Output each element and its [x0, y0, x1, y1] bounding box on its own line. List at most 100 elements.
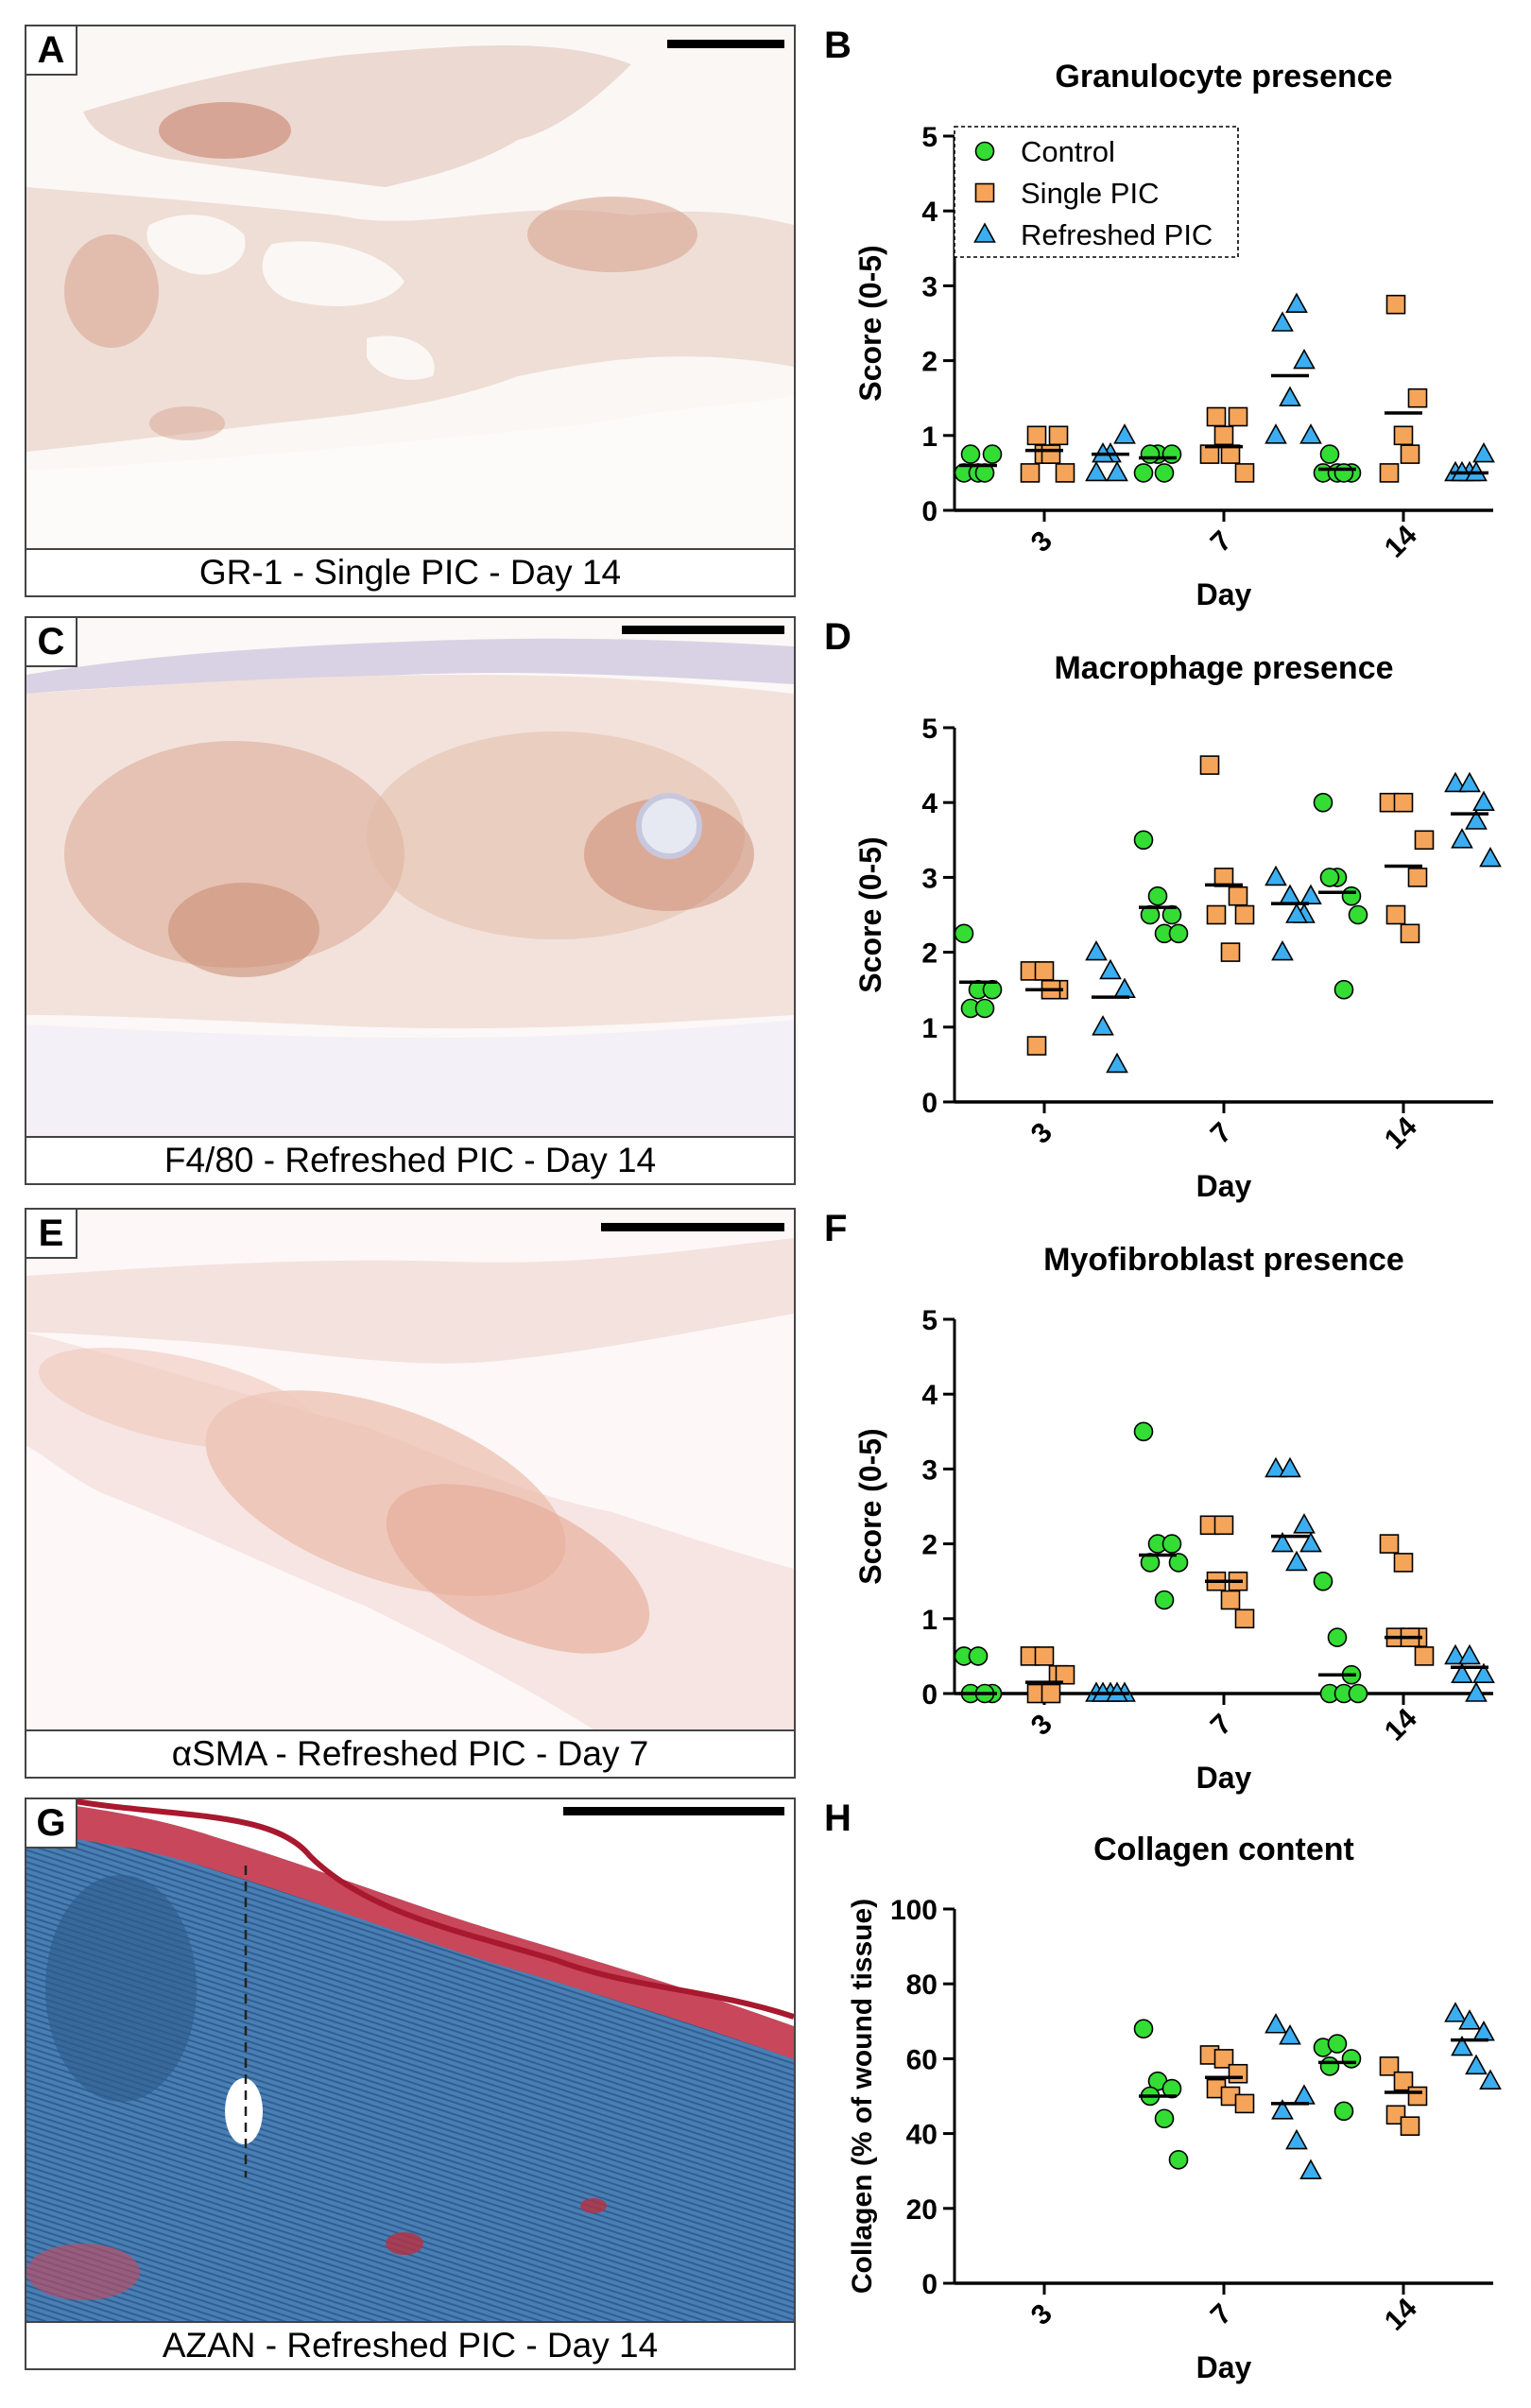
data-point-circle: [1327, 2034, 1348, 2054]
data-point-triangle: [1279, 2023, 1301, 2045]
panel-c-caption: F4/80 - Refreshed PIC - Day 14: [26, 1136, 794, 1183]
y-tick-label: 0: [921, 1088, 938, 1119]
data-point-square: [974, 182, 995, 203]
data-point-triangle: [1293, 1513, 1316, 1534]
data-point-triangle: [973, 222, 996, 243]
y-tick-label: 80: [906, 1969, 938, 2001]
data-point-circle: [1147, 886, 1168, 906]
data-point-circle: [960, 444, 981, 464]
data-point-triangle: [1285, 1550, 1308, 1572]
y-axis-label: Score (0-5): [853, 836, 887, 992]
x-tick-label: 14: [1379, 1111, 1423, 1156]
y-tick-label: 5: [921, 1305, 938, 1336]
f480-histology-photo: [26, 618, 794, 1136]
x-axis-label: Day: [1196, 577, 1252, 611]
data-point-triangle: [1299, 423, 1322, 444]
legend-label: Refreshed PIC: [1021, 218, 1213, 251]
x-axis-label: Day: [1196, 2350, 1252, 2384]
data-point-square: [1400, 444, 1420, 464]
data-point-square: [1234, 463, 1255, 483]
data-point-circle: [974, 998, 995, 1019]
data-point-square: [1041, 1683, 1061, 1704]
data-point-triangle: [1264, 2013, 1287, 2034]
panel-a-image: A GR-1 - Single PIC - Day 14: [25, 25, 796, 597]
data-point-square: [1048, 425, 1069, 446]
data-point-square: [1414, 830, 1435, 851]
data-point-triangle: [1279, 386, 1301, 407]
data-point-square: [1379, 1534, 1400, 1554]
data-point-circle: [968, 1646, 989, 1666]
data-point-triangle: [1479, 2069, 1502, 2090]
data-point-circle: [1319, 2056, 1340, 2076]
data-point-triangle: [1264, 865, 1287, 886]
data-point-circle: [1341, 2049, 1362, 2069]
data-point-circle: [1319, 444, 1340, 464]
panel-letter-a: A: [26, 26, 77, 76]
chart-title: Granulocyte presence: [1055, 59, 1392, 95]
data-point-triangle: [1285, 903, 1308, 923]
data-point-square: [1220, 942, 1241, 962]
panel-letter-b: B: [824, 25, 852, 66]
data-point-triangle: [1299, 2159, 1322, 2180]
x-tick-label: 14: [1379, 520, 1423, 564]
data-point-square: [1234, 904, 1255, 925]
data-point-circle: [1333, 463, 1354, 483]
data-point-circle: [1154, 463, 1175, 483]
y-tick-label: 3: [921, 1454, 938, 1486]
legend-label: Single PIC: [1021, 177, 1159, 210]
data-point-square: [1026, 425, 1047, 446]
azan-histology-photo: [26, 1799, 794, 2321]
data-point-circle: [1348, 1683, 1368, 1704]
data-point-triangle: [1092, 1015, 1114, 1036]
data-point-square: [1199, 755, 1220, 775]
panel-letter-h: H: [824, 1797, 852, 1839]
data-point-square: [1407, 868, 1428, 887]
panel-letter-f: F: [824, 1208, 848, 1249]
data-point-triangle: [1293, 348, 1316, 370]
data-point-circle: [1341, 886, 1362, 906]
data-point-circle: [1333, 979, 1354, 1000]
y-tick-label: 60: [906, 2044, 938, 2075]
data-point-circle: [974, 141, 995, 162]
data-point-triangle: [1271, 2099, 1294, 2120]
data-point-triangle: [1085, 460, 1108, 482]
data-point-square: [1400, 2116, 1420, 2136]
data-point-triangle: [1444, 2002, 1467, 2022]
data-point-circle: [1168, 2150, 1189, 2170]
x-tick-label: 3: [1025, 1117, 1058, 1150]
data-point-triangle: [1465, 1681, 1488, 1702]
data-point-circle: [1319, 868, 1340, 887]
y-tick-label: 1: [921, 421, 938, 453]
data-point-triangle: [1285, 292, 1308, 314]
panel-c-image: C F4/80 - Refreshed PIC - Day 14: [25, 616, 796, 1185]
data-point-triangle: [1279, 884, 1301, 905]
chart-macrophage: Macrophage presence 0 1 2 3 4 5 Score (0-5) 3 7 14…: [853, 650, 1502, 1203]
chart-title: Collagen content: [1093, 1832, 1354, 1867]
scale-bar: [622, 626, 784, 634]
data-point-square: [1234, 1608, 1255, 1629]
data-point-square: [1026, 1036, 1047, 1056]
y-tick-label: 1: [921, 1013, 938, 1044]
asma-histology-photo: [26, 1210, 794, 1729]
data-point-triangle: [1113, 977, 1136, 999]
data-point-triangle: [1444, 1643, 1467, 1665]
x-tick-label: 14: [1379, 2293, 1423, 2337]
y-tick-label: 5: [921, 122, 938, 153]
y-tick-label: 3: [921, 271, 938, 302]
data-point-circle: [1333, 2101, 1354, 2122]
data-point-square: [1228, 886, 1248, 906]
data-point-circle: [1161, 1534, 1182, 1554]
data-point-square: [1393, 425, 1414, 446]
data-point-square: [1385, 904, 1406, 925]
data-point-square: [1020, 463, 1041, 483]
data-point-triangle: [1451, 2035, 1473, 2056]
y-tick-label: 0: [921, 496, 938, 527]
data-point-triangle: [1085, 939, 1108, 961]
legend-box: [954, 126, 1239, 258]
y-tick-label: 2: [921, 347, 938, 378]
data-point-triangle: [1299, 884, 1322, 905]
y-tick-label: 2: [921, 1530, 938, 1561]
data-point-circle: [1348, 904, 1368, 925]
data-point-triangle: [1472, 790, 1495, 811]
y-tick-label: 20: [906, 2194, 938, 2226]
